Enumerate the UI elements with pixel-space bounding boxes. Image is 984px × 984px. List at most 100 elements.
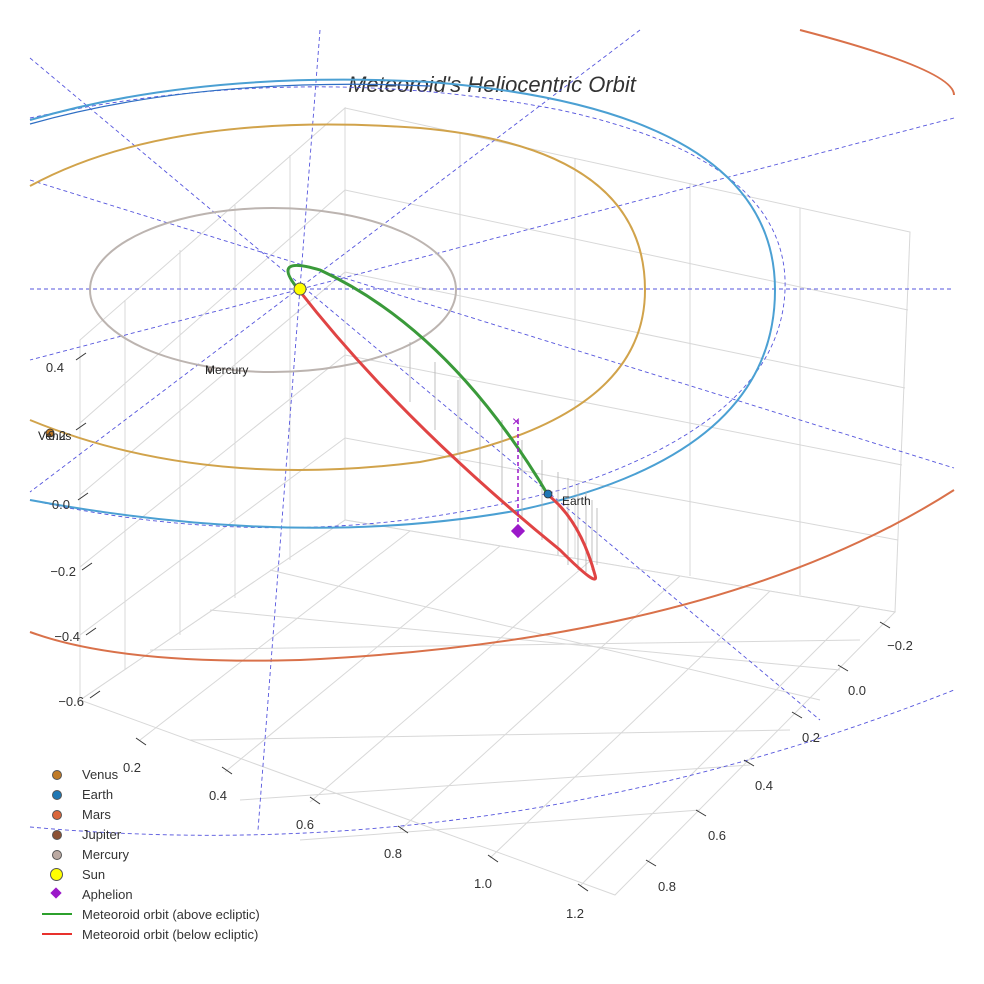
ref-line bbox=[29, 57, 821, 721]
orbit-below-ecliptic bbox=[296, 288, 598, 581]
ref-ellipse bbox=[29, 689, 955, 836]
x-tick-mark bbox=[487, 854, 499, 863]
y-tick-mark bbox=[837, 664, 849, 672]
y-tick-mark bbox=[743, 759, 755, 767]
legend-marker bbox=[38, 904, 78, 924]
z-tick-label: 0.2 bbox=[48, 428, 66, 443]
venus-label: Venus bbox=[38, 429, 71, 443]
legend-marker bbox=[38, 844, 78, 864]
x-tick-label: 1.2 bbox=[566, 906, 584, 921]
legend-label: Venus bbox=[82, 766, 119, 782]
mercury-label: Mercury bbox=[205, 363, 248, 377]
gridline bbox=[299, 809, 701, 841]
mercury-dot-icon bbox=[52, 850, 62, 860]
earth-orbit-inner bbox=[29, 83, 431, 125]
gridline bbox=[189, 729, 791, 741]
earth-dot-icon bbox=[52, 790, 62, 800]
gridline bbox=[149, 639, 861, 651]
gridline bbox=[399, 575, 681, 831]
z-tick-mark bbox=[89, 690, 101, 699]
gridline bbox=[489, 590, 771, 859]
x-tick-label: 0.6 bbox=[296, 817, 314, 832]
z-tick-mark bbox=[77, 492, 89, 501]
legend-marker bbox=[38, 884, 78, 904]
reference-lines bbox=[29, 29, 955, 836]
legend-label: Aphelion bbox=[82, 886, 133, 902]
y-tick-label: 0.2 bbox=[802, 730, 820, 745]
x-tick-mark bbox=[577, 883, 589, 892]
ref-line bbox=[29, 29, 641, 493]
z-tick-label: −0.4 bbox=[54, 629, 80, 644]
legend-marker bbox=[38, 804, 78, 824]
z-tick-label: −0.6 bbox=[58, 694, 84, 709]
mars-orbit bbox=[29, 29, 955, 662]
z-axis bbox=[75, 352, 101, 699]
x-tick-label: 0.2 bbox=[123, 760, 141, 775]
sun-dot-icon bbox=[50, 868, 63, 881]
z-tick-mark bbox=[75, 422, 87, 431]
jupiter-dot-icon bbox=[52, 830, 62, 840]
z-tick-label: −0.2 bbox=[50, 564, 76, 579]
x-tick-labels: 0.2 0.4 0.6 0.8 1.0 1.2 bbox=[123, 760, 584, 921]
green-line-icon bbox=[42, 913, 72, 915]
aphelion-diamond-icon bbox=[50, 887, 62, 899]
x-tick-label: 0.4 bbox=[209, 788, 227, 803]
legend-item-jupiter[interactable]: Jupiter bbox=[38, 824, 260, 844]
y-tick-label: 0.6 bbox=[708, 828, 726, 843]
gridline bbox=[344, 189, 909, 311]
legend-marker bbox=[38, 864, 78, 884]
ref-line bbox=[257, 29, 321, 831]
drop-lines bbox=[409, 342, 598, 572]
legend-item-mercury[interactable]: Mercury bbox=[38, 844, 260, 864]
gridline bbox=[309, 560, 591, 803]
legend-label: Jupiter bbox=[82, 826, 122, 842]
mars-dot-icon bbox=[52, 810, 62, 820]
earth-marker bbox=[543, 489, 553, 499]
z-tick-label: 0.0 bbox=[52, 497, 70, 512]
gridline bbox=[139, 530, 411, 741]
x-tick-mark bbox=[309, 796, 321, 805]
venus-dot-icon bbox=[52, 770, 62, 780]
gridline bbox=[239, 764, 751, 801]
z-tick-labels: 0.4 0.2 0.0 −0.2 −0.4 −0.6 bbox=[46, 360, 84, 709]
mercury-orbit bbox=[89, 207, 457, 373]
x-tick-label: 0.8 bbox=[384, 846, 402, 861]
y-tick-label: 0.4 bbox=[755, 778, 773, 793]
legend-item-mars[interactable]: Mars bbox=[38, 804, 260, 824]
gridline bbox=[79, 354, 346, 568]
gridline bbox=[79, 189, 346, 424]
orbit-above-ecliptic bbox=[286, 263, 550, 496]
legend-item-earth[interactable]: Earth bbox=[38, 784, 260, 804]
z-tick-mark bbox=[81, 562, 93, 571]
z-tick-label: 0.4 bbox=[46, 360, 64, 375]
legend-label: Sun bbox=[82, 866, 106, 882]
sun-marker bbox=[293, 282, 307, 296]
gridline bbox=[224, 545, 501, 773]
gridline bbox=[79, 271, 346, 496]
venus-marker bbox=[45, 428, 55, 438]
gridline bbox=[344, 271, 906, 389]
aphelion-group: × bbox=[510, 413, 526, 539]
legend-label: Meteoroid orbit (below ecliptic) bbox=[82, 926, 259, 942]
x-tick-mark bbox=[135, 737, 147, 746]
y-tick-mark bbox=[645, 859, 657, 867]
legend-item-orbit-above[interactable]: Meteoroid orbit (above ecliptic) bbox=[38, 904, 260, 924]
mercury-marker bbox=[207, 367, 213, 373]
aphelion-marker bbox=[510, 523, 526, 539]
y-tick-label: 0.0 bbox=[848, 683, 866, 698]
meteoroid-orbit bbox=[286, 263, 598, 581]
x-tick-label: 1.0 bbox=[474, 876, 492, 891]
legend-label: Mars bbox=[82, 806, 111, 822]
legend-label: Earth bbox=[82, 786, 114, 802]
y-tick-label: 0.8 bbox=[658, 879, 676, 894]
gridline bbox=[579, 605, 861, 887]
legend-item-aphelion[interactable]: Aphelion bbox=[38, 884, 260, 904]
x-axis bbox=[135, 737, 589, 892]
legend-item-venus[interactable]: Venus bbox=[38, 764, 260, 784]
legend-item-sun[interactable]: Sun bbox=[38, 864, 260, 884]
legend-marker bbox=[38, 784, 78, 804]
ref-ellipse-earth bbox=[29, 86, 786, 529]
venus-orbit bbox=[29, 123, 647, 471]
legend-item-orbit-below[interactable]: Meteoroid orbit (below ecliptic) bbox=[38, 924, 260, 944]
